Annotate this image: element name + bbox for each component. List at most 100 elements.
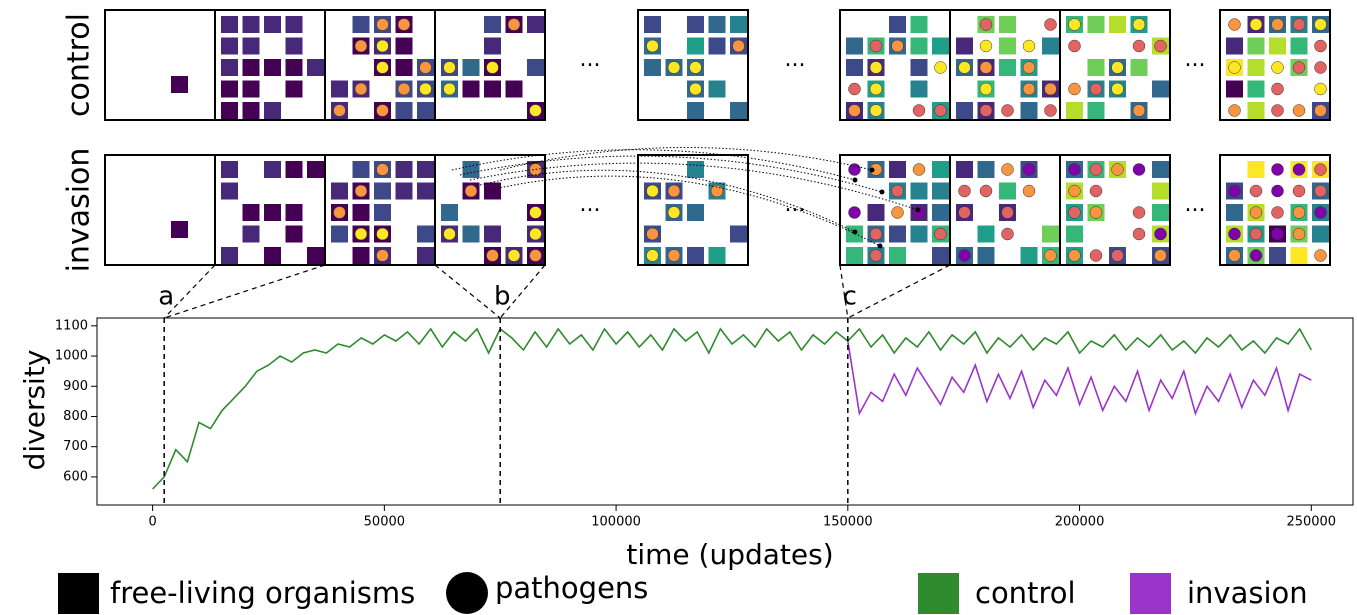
row-label: control [62, 13, 97, 117]
pathogen [1271, 61, 1284, 74]
pathogen [486, 249, 499, 262]
pathogen [529, 249, 542, 262]
pathogen [869, 61, 883, 74]
transfer-arrow [469, 162, 919, 211]
panel [104, 154, 216, 266]
pathogen [646, 184, 659, 198]
y-tick-label: 600 [63, 469, 88, 484]
cell [285, 80, 303, 98]
cell [1247, 161, 1265, 178]
cell [708, 37, 726, 55]
ellipsis: ... [1185, 47, 1206, 72]
cell [221, 182, 238, 200]
x-tick-label: 50000 [364, 515, 405, 530]
pathogen [1089, 206, 1103, 219]
cell [307, 59, 324, 76]
cell [242, 225, 260, 243]
cell [846, 59, 863, 76]
pathogen [1044, 18, 1057, 31]
cell [484, 37, 501, 55]
cell [1152, 204, 1169, 221]
cell [932, 204, 949, 221]
pathogen [1292, 18, 1306, 31]
pathogen [1022, 184, 1036, 198]
pathogen [1292, 104, 1306, 117]
pathogen [529, 104, 542, 117]
cell [932, 247, 949, 264]
pathogen [1292, 184, 1306, 198]
cell [352, 161, 370, 178]
cell [484, 225, 501, 243]
cell [242, 37, 260, 55]
cell [1152, 182, 1169, 200]
legend-label: control [975, 576, 1076, 610]
pathogen [529, 206, 542, 219]
cell [221, 16, 238, 33]
cell [285, 161, 303, 178]
cell [417, 225, 434, 243]
pathogen [979, 61, 993, 74]
pathogen [1228, 61, 1241, 74]
pathogen [667, 249, 681, 262]
annotation-label: a [158, 282, 174, 312]
pathogen [1089, 163, 1103, 176]
cell [910, 59, 928, 76]
pathogen [1068, 184, 1081, 198]
pathogen [1044, 82, 1057, 96]
y-axis-label: diversity [18, 350, 51, 471]
cell [395, 182, 413, 200]
cell [484, 16, 501, 33]
series-line [847, 340, 1312, 416]
pathogen [397, 82, 411, 96]
pathogen [1089, 184, 1103, 198]
pathogen [1068, 39, 1081, 53]
cell [730, 16, 747, 33]
pathogen [1271, 206, 1284, 219]
cell [1066, 102, 1083, 119]
cell [1130, 59, 1148, 76]
pathogen [646, 227, 659, 241]
cell [708, 16, 726, 33]
cell [221, 102, 238, 119]
pathogen [869, 227, 883, 241]
pathogen [1132, 206, 1146, 219]
pathogen [529, 163, 542, 176]
pathogen [529, 227, 542, 241]
cell [352, 247, 370, 264]
pathogen [443, 82, 456, 96]
cell [687, 16, 704, 33]
cell [264, 102, 281, 119]
cell [417, 182, 434, 200]
cell [395, 37, 413, 55]
y-tick-label: 1000 [55, 349, 88, 364]
cell [999, 16, 1016, 33]
pathogen [1271, 18, 1284, 31]
cell [462, 59, 480, 76]
cell [1087, 102, 1105, 119]
cell [264, 204, 281, 221]
cell [221, 80, 238, 98]
pathogen [1314, 249, 1327, 262]
pathogen [689, 61, 702, 74]
pathogen [507, 18, 521, 31]
pathogen [848, 104, 861, 117]
y-tick-label: 1100 [55, 318, 88, 333]
pathogen [1314, 39, 1327, 53]
x-tick-label: 150000 [823, 515, 873, 530]
cell [242, 204, 260, 221]
cell [1087, 59, 1105, 76]
cell [374, 204, 391, 221]
pathogen [376, 61, 389, 74]
cell [527, 16, 544, 33]
pathogen [934, 61, 947, 74]
cell [264, 16, 281, 33]
cell [910, 225, 928, 243]
cell [910, 182, 928, 200]
pathogen [1022, 39, 1036, 53]
pathogen [667, 184, 681, 198]
pathogen [869, 104, 883, 117]
pathogen [1314, 163, 1327, 176]
pathogen [1271, 184, 1284, 198]
arrow-head [915, 207, 921, 213]
cell [846, 247, 863, 264]
